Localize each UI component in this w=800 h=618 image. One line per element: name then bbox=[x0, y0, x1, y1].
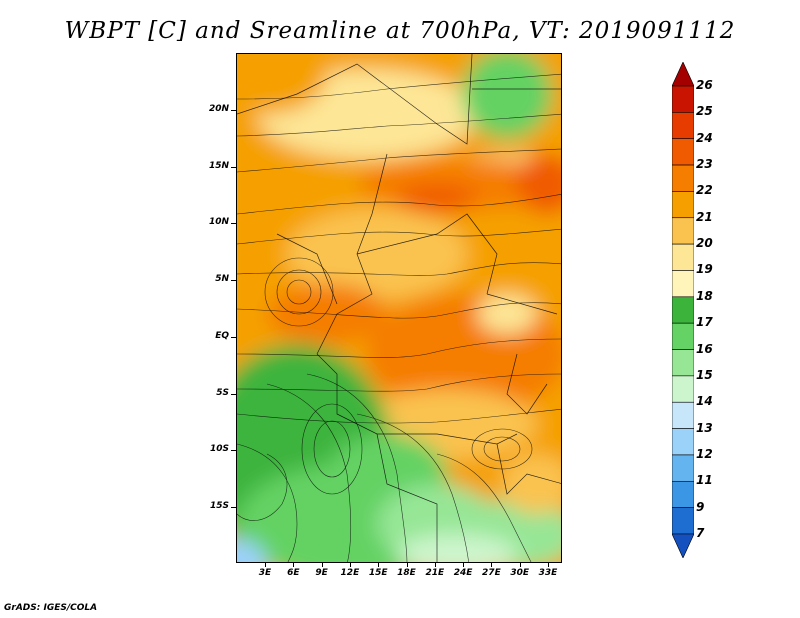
lat-label: 15S bbox=[209, 500, 229, 511]
colorbar-box bbox=[672, 138, 694, 166]
colorbar-label: 23 bbox=[696, 157, 713, 172]
lat-tick bbox=[231, 280, 236, 282]
colorbar-box bbox=[672, 164, 694, 192]
map-panel bbox=[236, 53, 562, 563]
lon-tick bbox=[293, 562, 295, 567]
colorbar-label: 26 bbox=[696, 78, 713, 92]
lon-label: 12E bbox=[340, 568, 360, 578]
colorbar-box bbox=[672, 296, 694, 324]
lon-label: 24E bbox=[453, 568, 473, 578]
colorbar-label: 22 bbox=[696, 183, 713, 198]
colorbar-label: 7 bbox=[696, 526, 705, 540]
lon-tick bbox=[519, 562, 521, 567]
colorbar-label: 19 bbox=[696, 262, 713, 277]
colorbar-label: 9 bbox=[696, 499, 705, 514]
colorbar-label: 11 bbox=[696, 473, 713, 488]
page-title: WBPT [C] and Sreamline at 700hPa, VT: 20… bbox=[64, 18, 736, 44]
lat-label: EQ bbox=[215, 330, 229, 341]
colorbar-label: 13 bbox=[696, 420, 713, 435]
colorbar-box bbox=[672, 428, 694, 456]
map-field bbox=[237, 54, 561, 562]
lon-label: 6E bbox=[287, 568, 300, 578]
lon-tick bbox=[463, 562, 465, 567]
lat-label: 5N bbox=[215, 274, 229, 285]
temperature-field bbox=[237, 54, 561, 562]
colorbar-box bbox=[672, 375, 694, 403]
lon-tick bbox=[321, 562, 323, 567]
lon-label: 21E bbox=[425, 568, 445, 578]
colorbar-box bbox=[672, 270, 694, 298]
lon-tick bbox=[406, 562, 408, 567]
colorbar bbox=[672, 62, 694, 558]
lat-tick bbox=[231, 166, 236, 168]
lat-tick bbox=[231, 506, 236, 508]
colorbar-box bbox=[672, 507, 694, 535]
lat-tick bbox=[231, 336, 236, 338]
lon-label: 18E bbox=[397, 568, 416, 578]
colorbar-label: 15 bbox=[696, 367, 713, 382]
lon-label: 30E bbox=[510, 568, 530, 578]
colorbar-top-arrow bbox=[672, 62, 694, 87]
lon-tick bbox=[548, 562, 549, 567]
lat-label: 15N bbox=[208, 160, 229, 171]
colorbar-box bbox=[672, 85, 694, 113]
lat-tick bbox=[231, 223, 236, 225]
streamlines bbox=[237, 73, 561, 562]
colorbar-label: 24 bbox=[696, 130, 713, 145]
lat-label: 10S bbox=[209, 444, 229, 455]
colorbar-box bbox=[672, 401, 694, 429]
lat-tick bbox=[231, 110, 236, 111]
lon-tick bbox=[349, 562, 351, 567]
lon-label: 27E bbox=[482, 568, 501, 578]
lat-label: 20N bbox=[208, 104, 229, 114]
lon-tick bbox=[265, 562, 266, 567]
colorbar-label: 21 bbox=[696, 209, 713, 224]
colorbar-box bbox=[672, 217, 694, 245]
lat-tick bbox=[231, 450, 236, 452]
lat-tick bbox=[231, 393, 236, 395]
colorbar-box bbox=[672, 112, 694, 140]
colorbar-label: 20 bbox=[696, 236, 713, 251]
colorbar-box bbox=[672, 480, 694, 508]
credit-text: GrADS: IGES/COLA bbox=[4, 603, 98, 613]
colorbar-box bbox=[672, 349, 694, 377]
colorbar-label: 14 bbox=[696, 394, 713, 409]
colorbar-bottom-arrow bbox=[672, 533, 694, 558]
colorbar-label: 16 bbox=[696, 341, 713, 356]
lon-label: 33E bbox=[538, 568, 558, 578]
colorbar-label: 18 bbox=[696, 288, 713, 303]
colorbar-label: 17 bbox=[696, 315, 713, 330]
colorbar-box bbox=[672, 454, 694, 482]
lon-label: 3E bbox=[258, 568, 272, 578]
colorbar-box bbox=[672, 191, 694, 219]
lat-label: 5S bbox=[216, 387, 229, 398]
colorbar-box bbox=[672, 322, 694, 350]
lat-label: 10N bbox=[208, 217, 229, 228]
country-borders bbox=[237, 54, 561, 562]
lon-tick bbox=[378, 562, 380, 567]
colorbar-box bbox=[672, 243, 694, 271]
colorbar-label: 25 bbox=[696, 104, 713, 119]
lon-label: 9E bbox=[315, 568, 328, 578]
lon-tick bbox=[491, 562, 493, 567]
lon-tick bbox=[434, 562, 436, 567]
colorbar-label: 12 bbox=[696, 446, 713, 461]
lon-label: 15E bbox=[368, 568, 388, 578]
